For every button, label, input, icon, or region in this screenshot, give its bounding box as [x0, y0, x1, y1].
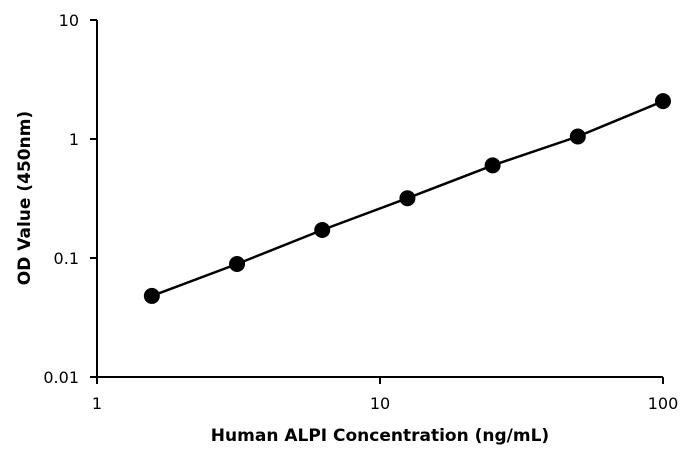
data-point	[399, 190, 416, 207]
y-axis-title: OD Value (450nm)	[15, 111, 35, 285]
x-tick-label: 100	[648, 394, 679, 413]
axes	[96, 20, 663, 378]
y-axis-ticks: 0.01 0.1 1 10	[43, 11, 97, 387]
x-tick-label: 10	[370, 394, 390, 413]
data-point	[484, 157, 501, 174]
x-tick-label: 1	[92, 394, 102, 413]
x-axis-ticks: 1 10 100	[92, 377, 678, 413]
x-axis-title: Human ALPI Concentration (ng/mL)	[211, 426, 549, 446]
y-tick-label: 0.1	[54, 249, 79, 268]
y-tick-label: 10	[59, 11, 79, 30]
data-point	[655, 93, 671, 110]
data-point	[314, 221, 331, 238]
data-point	[569, 128, 586, 145]
data-point	[143, 287, 160, 304]
data-point	[229, 256, 246, 273]
y-tick-label: 0.01	[43, 368, 79, 387]
y-tick-label: 1	[69, 130, 79, 149]
data-series	[143, 93, 671, 304]
